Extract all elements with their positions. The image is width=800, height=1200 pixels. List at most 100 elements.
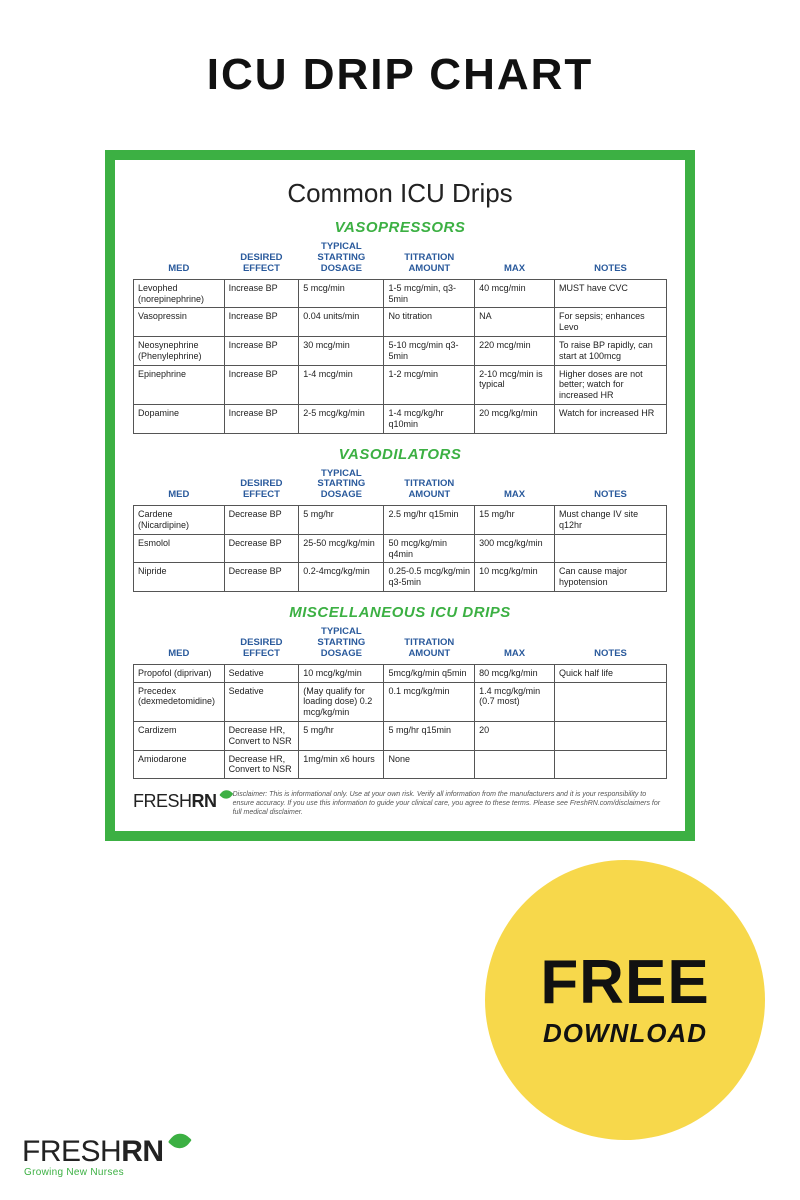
table-cell: Amiodarone [134, 750, 225, 779]
table-cell [475, 750, 555, 779]
table-cell: (May qualify for loading dose) 0.2 mcg/k… [299, 682, 384, 721]
table-cell: 2-10 mcg/min is typical [475, 365, 555, 404]
table-cell: No titration [384, 308, 475, 337]
table-cell: Must change IV site q12hr [555, 506, 667, 535]
table-row: NiprideDecrease BP0.2-4mcg/kg/min0.25-0.… [134, 563, 667, 592]
table-cell: MUST have CVC [555, 279, 667, 308]
table-row: VasopressinIncrease BP0.04 units/minNo t… [134, 308, 667, 337]
table-cell: Quick half life [555, 664, 667, 682]
drip-table: MEDDESIRED EFFECTTYPICAL STARTING DOSAGE… [133, 467, 667, 593]
table-cell: 20 [475, 722, 555, 751]
table-cell: Cardene (Nicardipine) [134, 506, 225, 535]
column-header: MED [134, 625, 225, 664]
column-header: MAX [475, 625, 555, 664]
table-cell: Increase BP [224, 336, 299, 365]
brand-name-part2: RN [192, 791, 217, 812]
column-header: DESIRED EFFECT [224, 240, 299, 279]
table-cell: Decrease HR, Convert to NSR [224, 750, 299, 779]
table-cell: Decrease BP [224, 563, 299, 592]
table-cell: 20 mcg/kg/min [475, 404, 555, 433]
drip-table: MEDDESIRED EFFECTTYPICAL STARTING DOSAGE… [133, 625, 667, 779]
table-cell: 10 mcg/kg/min [475, 563, 555, 592]
brand-name-part2: RN [121, 1135, 163, 1169]
column-header: TYPICAL STARTING DOSAGE [299, 240, 384, 279]
chart-footer: FRESHRN Disclaimer: This is informationa… [133, 791, 667, 817]
table-cell: Epinephrine [134, 365, 225, 404]
table-cell: Propofol (diprivan) [134, 664, 225, 682]
table-cell: None [384, 750, 475, 779]
table-cell: Watch for increased HR [555, 404, 667, 433]
table-cell: Higher doses are not better; watch for i… [555, 365, 667, 404]
table-row: Precedex (dexmedetomidine)Sedative(May q… [134, 682, 667, 721]
table-row: EpinephrineIncrease BP1-4 mcg/min1-2 mcg… [134, 365, 667, 404]
table-cell: 80 mcg/kg/min [475, 664, 555, 682]
brand-logo-large: FRESHRN Growing New Nurses [22, 1135, 177, 1178]
table-cell: Increase BP [224, 308, 299, 337]
table-cell: 220 mcg/min [475, 336, 555, 365]
table-cell: 0.2-4mcg/kg/min [299, 563, 384, 592]
table-cell: NA [475, 308, 555, 337]
disclaimer-text: Disclaimer: This is informational only. … [233, 791, 667, 817]
table-cell: 5 mg/hr [299, 722, 384, 751]
chart-title: Common ICU Drips [133, 178, 667, 209]
table-cell: 1-5 mcg/min, q3-5min [384, 279, 475, 308]
section-title: MISCELLANEOUS ICU DRIPS [133, 604, 667, 621]
brand-logo-small: FRESHRN [133, 791, 225, 812]
table-cell: 5 mg/hr q15min [384, 722, 475, 751]
table-cell: 50 mcg/kg/min q4min [384, 534, 475, 563]
section-title: VASODILATORS [133, 446, 667, 463]
table-row: AmiodaroneDecrease HR, Convert to NSR1mg… [134, 750, 667, 779]
free-download-badge[interactable]: FREE DOWNLOAD [485, 860, 765, 1140]
table-cell: To raise BP rapidly, can start at 100mcg [555, 336, 667, 365]
table-cell: 0.25-0.5 mcg/kg/min q3-5min [384, 563, 475, 592]
table-cell: Increase BP [224, 404, 299, 433]
table-cell: 1-4 mcg/min [299, 365, 384, 404]
table-cell: Increase BP [224, 365, 299, 404]
table-cell [555, 722, 667, 751]
table-cell: Cardizem [134, 722, 225, 751]
column-header: MED [134, 240, 225, 279]
page-title: ICU DRIP CHART [0, 0, 800, 130]
column-header: DESIRED EFFECT [224, 467, 299, 506]
table-cell: Sedative [224, 664, 299, 682]
table-cell: 0.04 units/min [299, 308, 384, 337]
brand-name-part1: FRESH [133, 791, 192, 812]
table-cell: Precedex (dexmedetomidine) [134, 682, 225, 721]
table-cell: Decrease BP [224, 534, 299, 563]
table-cell: Nipride [134, 563, 225, 592]
column-header: NOTES [555, 625, 667, 664]
table-cell: Levophed (norepinephrine) [134, 279, 225, 308]
table-cell: 1.4 mcg/kg/min (0.7 most) [475, 682, 555, 721]
table-cell: Decrease HR, Convert to NSR [224, 722, 299, 751]
table-cell [555, 750, 667, 779]
table-row: Cardene (Nicardipine)Decrease BP5 mg/hr2… [134, 506, 667, 535]
badge-line1: FREE [540, 952, 709, 1014]
table-row: Levophed (norepinephrine)Increase BP5 mc… [134, 279, 667, 308]
table-cell: 15 mg/hr [475, 506, 555, 535]
column-header: TITRATION AMOUNT [384, 625, 475, 664]
table-cell: Neosynephrine (Phenylephrine) [134, 336, 225, 365]
table-row: Propofol (diprivan)Sedative10 mcg/kg/min… [134, 664, 667, 682]
table-cell: 5mcg/kg/min q5min [384, 664, 475, 682]
table-cell: 2.5 mg/hr q15min [384, 506, 475, 535]
table-cell: 5 mcg/min [299, 279, 384, 308]
table-row: CardizemDecrease HR, Convert to NSR5 mg/… [134, 722, 667, 751]
table-cell: 25-50 mcg/kg/min [299, 534, 384, 563]
column-header: MAX [475, 240, 555, 279]
column-header: MAX [475, 467, 555, 506]
table-cell: 1mg/min x6 hours [299, 750, 384, 779]
table-cell: 5-10 mcg/min q3-5min [384, 336, 475, 365]
column-header: MED [134, 467, 225, 506]
table-cell: 1-2 mcg/min [384, 365, 475, 404]
table-cell: For sepsis; enhances Levo [555, 308, 667, 337]
leaf-icon [219, 788, 233, 802]
table-cell [555, 534, 667, 563]
brand-name-part1: FRESH [22, 1135, 121, 1169]
drip-table: MEDDESIRED EFFECTTYPICAL STARTING DOSAGE… [133, 240, 667, 434]
table-cell: 1-4 mcg/kg/hr q10min [384, 404, 475, 433]
leaf-icon [168, 1128, 191, 1151]
column-header: NOTES [555, 240, 667, 279]
table-cell: Increase BP [224, 279, 299, 308]
column-header: TYPICAL STARTING DOSAGE [299, 467, 384, 506]
table-cell: Can cause major hypotension [555, 563, 667, 592]
